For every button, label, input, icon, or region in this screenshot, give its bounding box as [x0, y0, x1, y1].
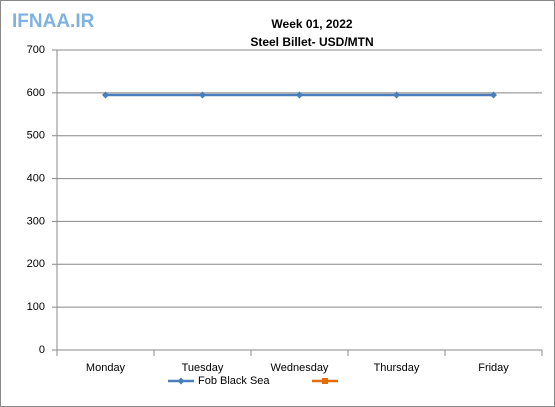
- point: [296, 91, 303, 99]
- x-tick-label: Monday: [86, 362, 126, 374]
- y-tick-label: 200: [27, 258, 45, 270]
- x-tick-label: Tuesday: [182, 362, 224, 374]
- legend-marker: [322, 378, 328, 384]
- y-tick-label: 700: [27, 44, 45, 56]
- legend-label: Fob Black Sea: [198, 375, 270, 387]
- y-tick-label: 0: [39, 344, 45, 356]
- x-tick-label: Thursday: [374, 362, 420, 374]
- y-tick-label: 400: [27, 172, 45, 184]
- chart-title: Week 01, 2022: [271, 17, 353, 31]
- y-tick-label: 300: [27, 215, 45, 227]
- chart-subtitle: Steel Billet- USD/MTN: [250, 35, 373, 49]
- point: [102, 91, 109, 99]
- watermark: IFNAA.IR: [12, 11, 95, 32]
- x-tick-label: Wednesday: [271, 362, 329, 374]
- x-tick-label: Friday: [478, 362, 509, 374]
- point: [199, 91, 206, 99]
- legend-marker: [177, 377, 185, 385]
- y-tick-label: 100: [27, 301, 45, 313]
- y-tick-label: 600: [27, 87, 45, 99]
- point: [393, 91, 400, 99]
- point: [490, 91, 497, 99]
- y-tick-label: 500: [27, 130, 45, 142]
